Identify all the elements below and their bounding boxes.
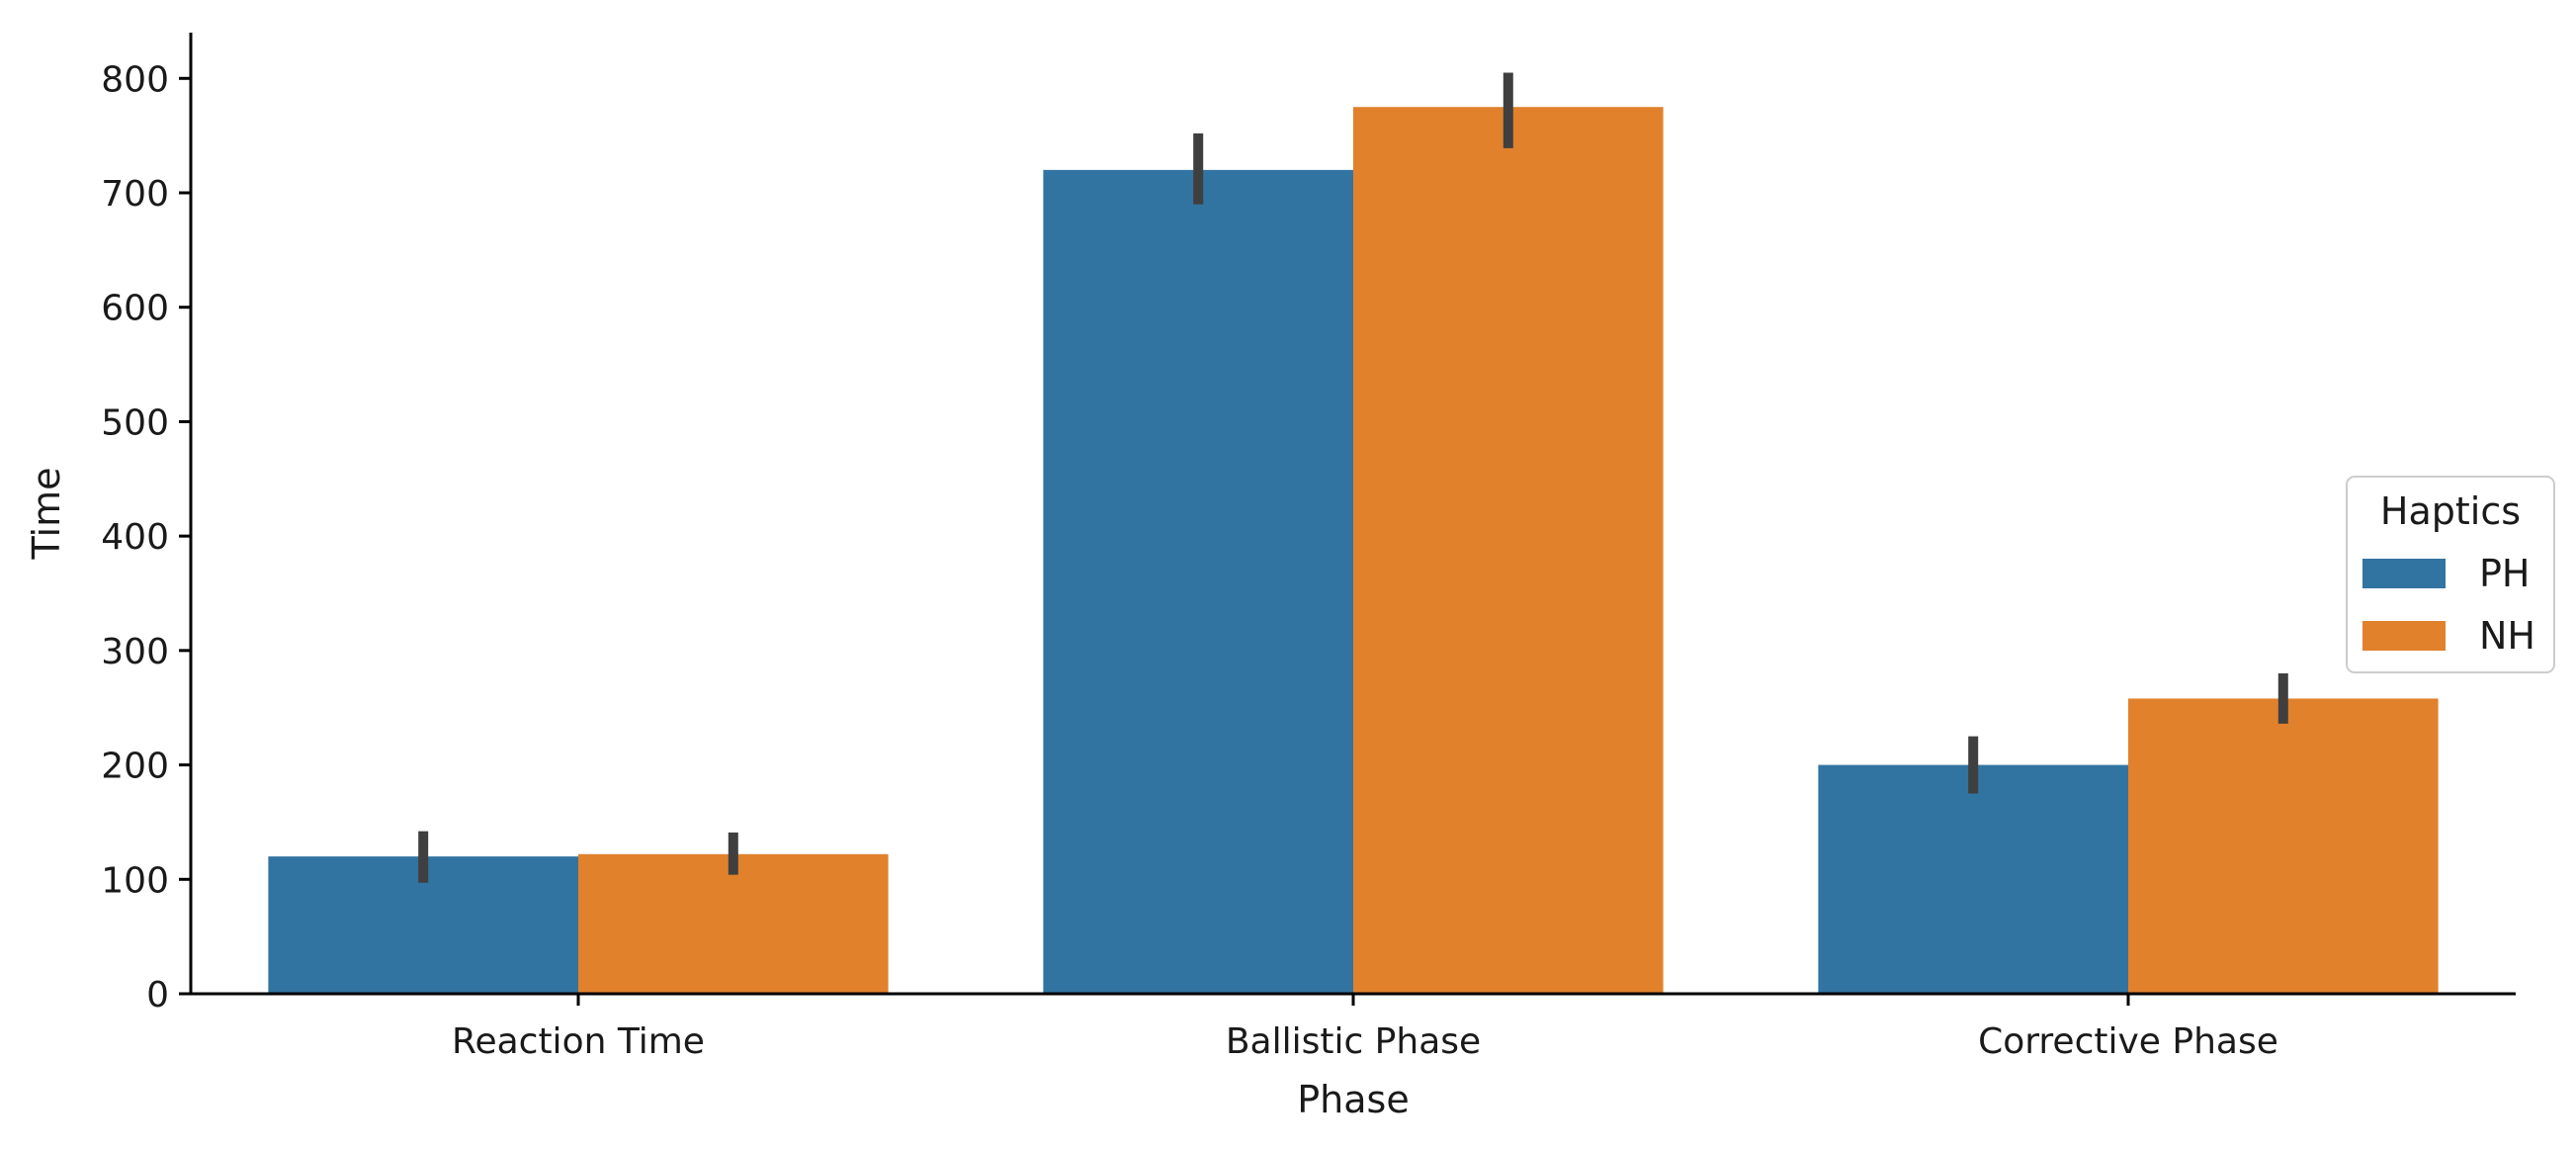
x-axis-title: Phase — [1297, 1078, 1409, 1121]
y-tick-label-600: 600 — [101, 289, 169, 329]
legend-label-ph: PH — [2479, 552, 2531, 595]
x-tick-label-corrective-phase: Corrective Phase — [1978, 1021, 2278, 1062]
legend-swatch-ph — [2362, 559, 2446, 588]
error-bars-layer — [418, 72, 2288, 883]
bar-nh-corrective-phase — [2128, 698, 2439, 994]
bar-nh-ballistic-phase — [1353, 107, 1664, 994]
y-axis-title: Time — [25, 468, 68, 561]
legend-title: Haptics — [2380, 489, 2521, 533]
y-tick-label-200: 200 — [101, 747, 169, 787]
y-tick-label-400: 400 — [101, 517, 169, 558]
y-ticks-layer: 0 100 200 300 400 500 600 700 800 — [101, 59, 191, 1016]
y-tick-label-100: 100 — [101, 860, 169, 901]
x-tick-label-ballistic-phase: Ballistic Phase — [1226, 1021, 1481, 1062]
bars-layer — [268, 107, 2439, 994]
x-ticks-layer: Reaction Time Ballistic Phase Corrective P… — [452, 994, 2278, 1062]
y-tick-label-500: 500 — [101, 402, 169, 443]
x-tick-label-reaction-time: Reaction Time — [452, 1021, 705, 1062]
y-tick-label-300: 300 — [101, 632, 169, 672]
bar-ph-ballistic-phase — [1043, 169, 1353, 994]
y-tick-label-700: 700 — [101, 174, 169, 215]
legend-swatch-nh — [2362, 621, 2446, 651]
legend-label-nh: NH — [2479, 614, 2535, 658]
bar-ph-corrective-phase — [1818, 764, 2128, 994]
bar-nh-reaction-time — [578, 853, 889, 994]
y-tick-label-0: 0 — [146, 975, 169, 1016]
legend: Haptics PH NH — [2346, 476, 2555, 673]
y-tick-label-800: 800 — [101, 59, 169, 100]
